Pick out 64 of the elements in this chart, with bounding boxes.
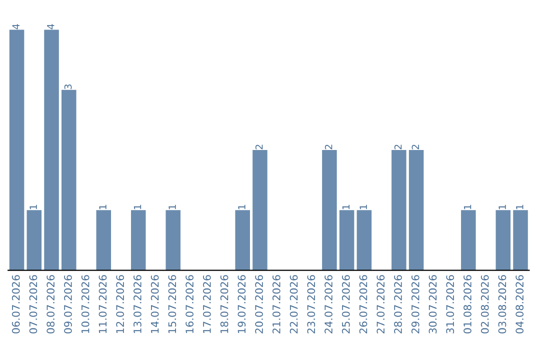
x-tick-label: 26.07.2026 [359, 275, 368, 334]
data-label: 1 [464, 204, 472, 210]
x-tick-label: 10.07.2026 [81, 275, 90, 333]
x-tick-label: 01.08.2026 [464, 275, 472, 334]
x-tick-label: 20.07.2026 [255, 275, 263, 334]
x-tick-label: 29.07.2026 [411, 275, 420, 334]
bar [62, 90, 76, 270]
bar [322, 150, 337, 270]
x-tick-label: 09.07.2026 [64, 275, 72, 334]
bar [26, 210, 42, 270]
x-tick-label: 11.07.2026 [98, 275, 107, 333]
data-label: 1 [360, 204, 367, 210]
bar [356, 210, 372, 270]
x-tick-label: 30.07.2026 [428, 275, 437, 334]
bar [461, 210, 476, 270]
bar [513, 210, 528, 270]
x-tick-label: 04.08.2026 [516, 275, 524, 334]
x-tick-label: 25.07.2026 [342, 275, 350, 334]
bar [392, 150, 406, 270]
data-label: 1 [99, 204, 106, 210]
bar [408, 150, 424, 270]
data-label: 1 [498, 204, 506, 210]
x-tick-label: 23.07.2026 [307, 275, 316, 334]
bar [235, 210, 250, 270]
x-tick-label: 24.07.2026 [324, 275, 332, 334]
bar [9, 30, 24, 270]
data-label: 3 [64, 84, 72, 90]
bar [339, 210, 354, 270]
x-tick-label: 27.07.2026 [376, 275, 385, 334]
data-label: 1 [30, 204, 37, 210]
data-label: 4 [47, 24, 54, 30]
data-label: 1 [238, 204, 246, 210]
bar [44, 30, 59, 270]
x-tick-label: 02.08.2026 [480, 275, 489, 334]
x-tick-label: 06.07.2026 [12, 275, 20, 334]
x-tick-label: 22.07.2026 [290, 275, 298, 334]
data-label: 1 [134, 204, 142, 210]
bar [166, 210, 180, 270]
x-tick-label: 19.07.2026 [238, 275, 246, 333]
x-tick-label: 13.07.2026 [134, 275, 142, 333]
x-tick-label: 14.07.2026 [150, 275, 159, 333]
bar [130, 210, 146, 270]
data-label: 1 [168, 204, 176, 210]
x-tick-label: 07.07.2026 [29, 275, 38, 334]
x-tick-label: 28.07.2026 [394, 275, 402, 334]
x-tick-label: 17.07.2026 [203, 275, 211, 333]
data-label: 2 [255, 144, 263, 150]
data-label: 1 [516, 204, 524, 210]
data-label: 1 [342, 204, 350, 210]
x-tick-label: 12.07.2026 [116, 275, 124, 333]
bar [252, 150, 268, 270]
bar [496, 210, 511, 270]
x-tick-label: 18.07.2026 [220, 275, 228, 333]
x-tick-label: 03.08.2026 [498, 275, 506, 334]
data-label: 2 [412, 144, 419, 150]
x-tick-label: 31.07.2026 [446, 275, 454, 334]
data-label: 4 [12, 24, 20, 30]
data-label: 2 [394, 144, 402, 150]
x-tick-label: 15.07.2026 [168, 275, 176, 333]
x-tick-label: 08.07.2026 [46, 275, 55, 334]
bar [96, 210, 112, 270]
data-label: 2 [324, 144, 332, 150]
x-tick-label: 21.07.2026 [272, 275, 280, 334]
x-tick-label: 16.07.2026 [186, 275, 194, 333]
